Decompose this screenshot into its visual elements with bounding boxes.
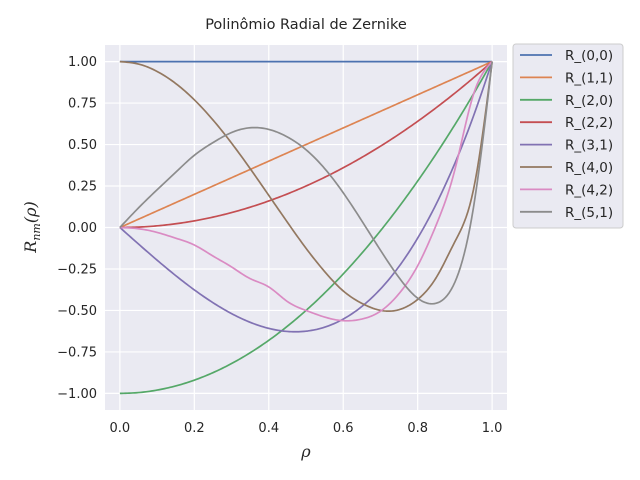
y-axis-ticks: 1.00 0.75 0.50 0.25 0.00 −0.25 −0.50 −0.75 −1.00: [57, 55, 97, 402]
legend-label: R_(2,2): [565, 115, 613, 131]
x-tick-label: 0.2: [184, 421, 205, 436]
x-tick-label: 0.6: [333, 421, 354, 436]
legend-label: R_(2,0): [565, 93, 613, 109]
series-line-3: [119, 60, 493, 229]
y-axis-label: Rnm(ρ): [21, 201, 43, 253]
legend-label: R_(5,1): [565, 205, 613, 221]
y-tick-label: 1.00: [68, 55, 97, 70]
y-axis-label-subscript: nm: [30, 223, 43, 241]
x-tick-label: 0.4: [258, 421, 279, 436]
series-line-1: [119, 60, 493, 229]
chart-title: Polinômio Radial de Zernike: [205, 17, 407, 33]
x-tick-label: 1.0: [482, 421, 503, 436]
legend-label: R_(0,0): [565, 48, 613, 64]
series-line-7: [119, 61, 493, 305]
y-tick-label: 0.75: [68, 97, 97, 112]
series-line-4: [119, 61, 493, 333]
legend-label: R_(3,1): [565, 138, 613, 154]
legend-label: R_(1,1): [565, 70, 613, 86]
x-axis-ticks: 0.0 0.2 0.4 0.6 0.8 1.0: [110, 421, 503, 436]
y-axis-label-argument: (ρ): [21, 201, 40, 223]
series-line-5: [119, 60, 493, 313]
x-axis-label: ρ: [300, 442, 311, 461]
y-tick-label: 0.50: [68, 138, 97, 153]
y-tick-label: −0.25: [57, 262, 97, 277]
legend-label: R_(4,0): [565, 160, 613, 176]
series-line-6: [119, 61, 493, 322]
y-tick-label: −1.00: [57, 387, 97, 402]
y-tick-label: −0.75: [57, 345, 97, 360]
legend-frame: [512, 43, 624, 229]
y-tick-label: 0.00: [68, 221, 97, 236]
y-tick-label: 0.25: [68, 180, 97, 195]
legend-label: R_(4,2): [565, 182, 613, 198]
series-lines: [119, 60, 493, 395]
y-tick-label: −0.50: [57, 304, 97, 319]
legend: R_(0,0) R_(1,1) R_(2,0) R_(2,2) R_(3,1) R_(4,…: [512, 43, 624, 229]
x-tick-label: 0.0: [110, 421, 131, 436]
x-tick-label: 0.8: [407, 421, 428, 436]
